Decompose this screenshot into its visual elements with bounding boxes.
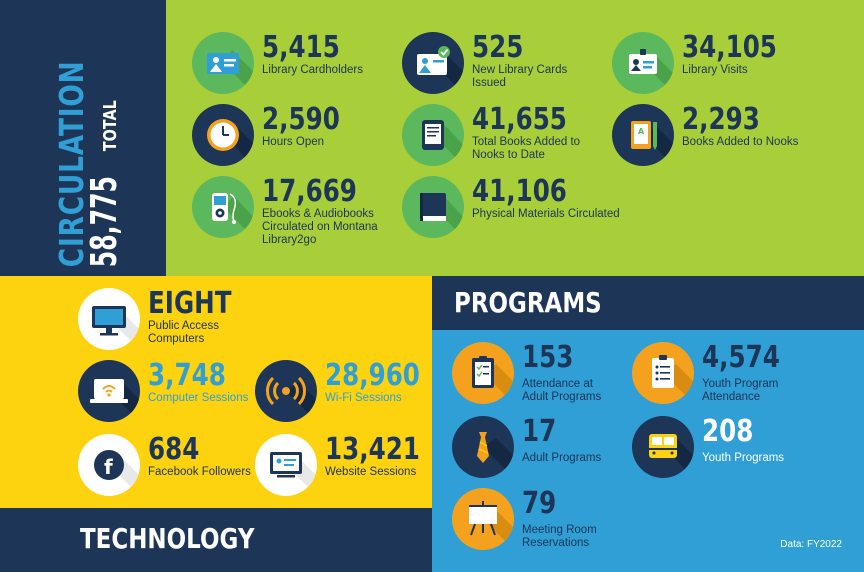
stat-label: Physical Materials Circulated	[472, 208, 620, 220]
data-source-note: Data: FY2022	[780, 539, 842, 550]
checklist-icon	[632, 342, 694, 404]
ereader-icon	[402, 104, 464, 166]
wifi-signal-icon	[255, 360, 317, 422]
stat-total-books-nooks: 41,655 Total Books Added to Nooks to Dat…	[402, 104, 592, 166]
stat-label: Library Cardholders	[262, 64, 363, 76]
stat-label: Youth Program Attendance	[702, 378, 779, 403]
stat-label: Attendance at Adult Programs	[522, 378, 602, 403]
stat-value: 28,960	[325, 358, 420, 393]
stat-new-library-cards: 525 New Library Cards Issued	[402, 32, 592, 94]
stat-value: 525	[472, 30, 524, 65]
id-card-icon	[192, 32, 254, 94]
stat-value: 34,105	[682, 30, 777, 65]
stat-computer-sessions: 3,748 Computer Sessions	[78, 360, 258, 422]
stat-label: Adult Programs	[522, 452, 602, 464]
circulation-vertical-heading: CIRCULATION 58,775 TOTAL	[8, 0, 168, 276]
clipboard-icon	[452, 342, 514, 404]
stat-value: 79	[522, 486, 557, 521]
stat-value: 208	[702, 414, 754, 449]
stat-label: Books Added to Nooks	[682, 136, 799, 148]
stat-youth-attendance: 4,574 Youth Program Attendance	[632, 342, 797, 404]
stat-adult-programs: 17 Adult Programs	[452, 416, 612, 478]
stat-label: Hours Open	[262, 136, 325, 148]
school-bus-icon	[632, 416, 694, 478]
stat-facebook-followers: f 684 Facebook Followers	[78, 434, 258, 496]
circulation-side-panel: CIRCULATION 58,775 TOTAL	[0, 0, 166, 276]
stat-value: 41,655	[472, 102, 567, 137]
stat-youth-programs: 208 Youth Programs	[632, 416, 792, 478]
stat-value: 41,106	[472, 174, 567, 209]
circulation-total-value: 58,775	[84, 176, 125, 268]
tablet-book-icon: A	[612, 104, 674, 166]
stat-value: 13,421	[325, 432, 420, 467]
circulation-total: 58,775 TOTAL	[84, 100, 125, 268]
stat-label: Website Sessions	[325, 466, 417, 478]
website-icon	[255, 434, 317, 496]
stat-value: 4,574	[702, 340, 780, 375]
stat-label: Meeting Room Reservations	[522, 524, 597, 549]
stat-public-computers: EIGHT Public Access Computers	[78, 288, 250, 350]
monitor-icon	[78, 288, 140, 350]
stat-value: 3,748	[148, 358, 226, 393]
programs-title: PROGRAMS	[454, 286, 602, 319]
stat-label: Total Books Added to Nooks to Date	[472, 136, 581, 161]
stat-value: 684	[148, 432, 200, 467]
stat-ebooks-audiobooks: 17,669 Ebooks & Audiobooks Circulated on…	[192, 176, 387, 247]
audio-player-icon	[192, 176, 254, 238]
easel-icon	[452, 488, 514, 550]
stat-hours-open: 2,590 Hours Open	[192, 104, 382, 166]
stat-value: 2,293	[682, 102, 760, 137]
stat-meeting-room: 79 Meeting Room Reservations	[452, 488, 602, 550]
new-card-icon	[402, 32, 464, 94]
stat-website-sessions: 13,421 Website Sessions	[255, 434, 441, 496]
circulation-panel: 5,415 Library Cardholders 525 New Librar…	[166, 0, 864, 276]
stat-physical-materials: 41,106 Physical Materials Circulated	[402, 176, 632, 238]
stat-value: 17	[522, 414, 557, 449]
svg-text:A: A	[638, 127, 645, 136]
badge-icon	[612, 32, 674, 94]
book-icon	[402, 176, 464, 238]
stat-value: 2,590	[262, 102, 340, 137]
stat-label: Youth Programs	[702, 452, 785, 464]
stat-label: Library Visits	[682, 64, 748, 76]
circulation-total-label: TOTAL	[100, 100, 121, 152]
svg-text:f: f	[104, 455, 113, 479]
stat-label: Ebooks & Audiobooks Circulated on Montan…	[262, 208, 378, 246]
stat-label: Public Access Computers	[148, 320, 219, 345]
technology-panel: EIGHT Public Access Computers 3,748 Comp…	[0, 276, 432, 508]
stat-library-visits: 34,105 Library Visits	[612, 32, 802, 94]
stat-library-cardholders: 5,415 Library Cardholders	[192, 32, 392, 94]
necktie-icon	[452, 416, 514, 478]
clock-icon	[192, 104, 254, 166]
stat-label: Computer Sessions	[148, 392, 249, 404]
programs-panel: 153 Attendance at Adult Programs 4,574 Y…	[432, 330, 864, 572]
programs-header: PROGRAMS	[432, 276, 864, 330]
facebook-icon: f	[78, 434, 140, 496]
stat-value: 17,669	[262, 174, 357, 209]
stat-value: 5,415	[262, 30, 340, 65]
stat-label: New Library Cards Issued	[472, 64, 568, 89]
stat-value: EIGHT	[148, 286, 232, 321]
stat-label: Facebook Followers	[148, 466, 251, 478]
technology-footer: TECHNOLOGY	[0, 508, 432, 572]
laptop-wifi-icon	[78, 360, 140, 422]
stat-wifi-sessions: 28,960 Wi-Fi Sessions	[255, 360, 441, 422]
technology-title: TECHNOLOGY	[80, 522, 255, 555]
stat-value: 153	[522, 340, 574, 375]
stat-books-added-nooks: A 2,293 Books Added to Nooks	[612, 104, 812, 166]
stat-adult-attendance: 153 Attendance at Adult Programs	[452, 342, 607, 404]
stat-label: Wi-Fi Sessions	[325, 392, 402, 404]
